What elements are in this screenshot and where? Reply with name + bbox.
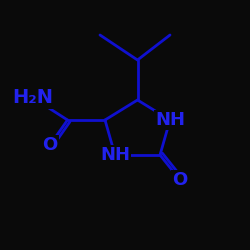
Text: O: O <box>172 171 188 189</box>
Text: NH: NH <box>100 146 130 164</box>
Text: H₂N: H₂N <box>12 88 53 107</box>
Text: NH: NH <box>155 111 185 129</box>
Text: O: O <box>42 136 58 154</box>
